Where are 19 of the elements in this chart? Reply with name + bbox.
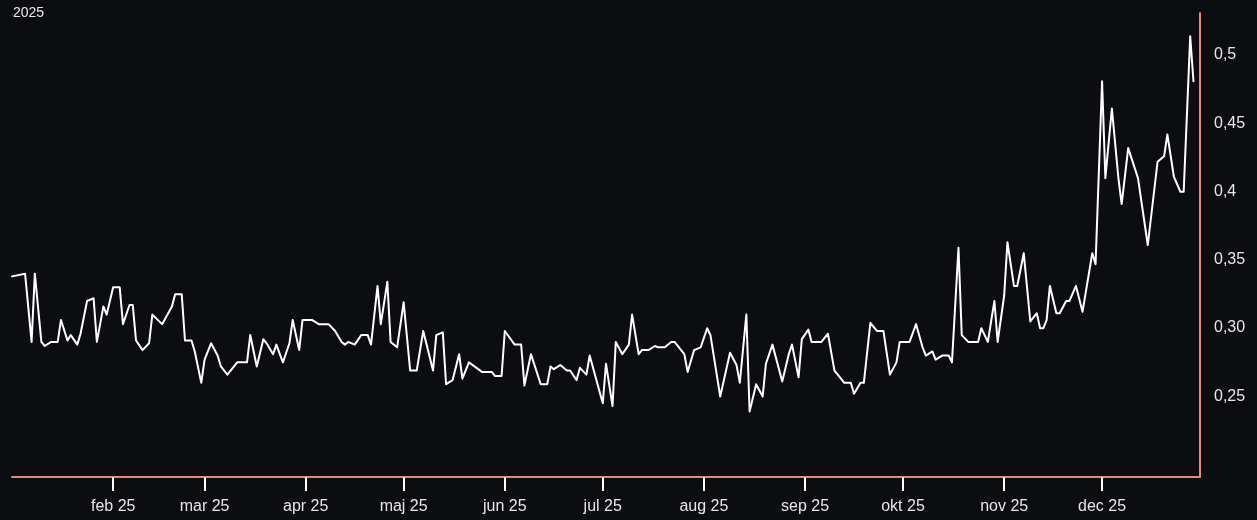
x-tick-label: maj 25 — [379, 496, 428, 514]
line-series — [11, 35, 1195, 413]
y-tick-label: 0,45 — [1214, 113, 1246, 131]
x-tick-label: nov 25 — [980, 496, 1029, 514]
x-tick-label: feb 25 — [90, 496, 136, 514]
x-tick-label: jun 25 — [482, 496, 527, 514]
x-tick-label: jul 25 — [582, 496, 622, 514]
chart-title: 2025 — [13, 4, 45, 20]
x-tick-label: apr 25 — [283, 496, 329, 514]
y-tick-label: 0,4 — [1214, 181, 1237, 199]
y-tick-label: 0,30 — [1214, 318, 1246, 336]
x-tick-label: mar 25 — [179, 496, 230, 514]
y-tick-label: 0,5 — [1214, 45, 1237, 63]
y-tick-label: 0,25 — [1214, 386, 1246, 404]
x-tick-label: okt 25 — [881, 496, 925, 514]
x-tick-label: aug 25 — [679, 496, 729, 514]
y-tick-label: 0,35 — [1214, 250, 1246, 268]
x-tick-label: sep 25 — [781, 496, 830, 514]
x-tick-label: dec 25 — [1078, 496, 1127, 514]
